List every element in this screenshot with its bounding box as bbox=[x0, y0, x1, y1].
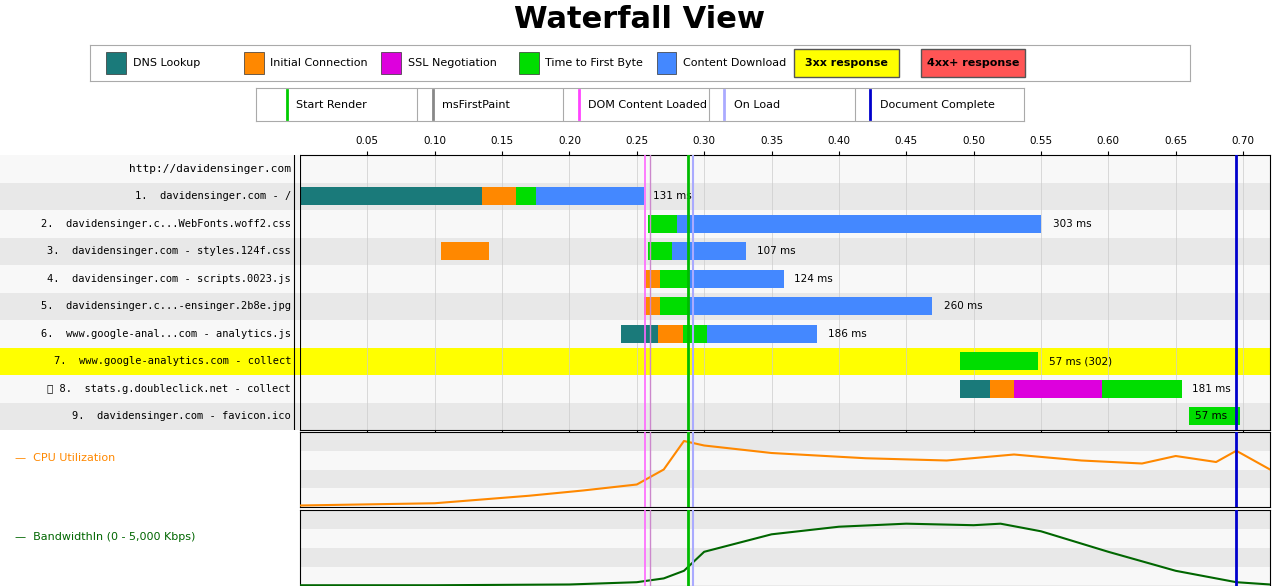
FancyBboxPatch shape bbox=[243, 52, 264, 74]
FancyBboxPatch shape bbox=[794, 49, 899, 77]
Bar bbox=[0, 182, 300, 210]
Text: DOM Content Loaded: DOM Content Loaded bbox=[588, 100, 707, 110]
Text: 3xx response: 3xx response bbox=[805, 58, 888, 68]
Text: 107 ms: 107 ms bbox=[756, 246, 795, 256]
Bar bbox=[0, 265, 300, 292]
Text: 3.  davidensinger.com - styles.124f.css: 3. davidensinger.com - styles.124f.css bbox=[47, 246, 291, 256]
FancyBboxPatch shape bbox=[920, 49, 1025, 77]
Text: 57 ms: 57 ms bbox=[1194, 411, 1226, 421]
Bar bbox=[0, 155, 300, 182]
Bar bbox=[300, 347, 1270, 375]
Bar bbox=[300, 403, 1270, 430]
Bar bbox=[300, 510, 1270, 529]
Bar bbox=[300, 155, 1270, 182]
Bar bbox=[300, 469, 1270, 488]
Bar bbox=[0, 403, 300, 430]
Bar bbox=[0, 320, 300, 347]
Bar bbox=[300, 567, 1270, 586]
Text: On Load: On Load bbox=[733, 100, 780, 110]
Text: 57 ms (302): 57 ms (302) bbox=[1050, 356, 1112, 366]
Text: 181 ms: 181 ms bbox=[1192, 384, 1230, 394]
Bar bbox=[300, 451, 1270, 469]
Bar bbox=[0, 210, 300, 237]
Bar bbox=[0, 292, 300, 320]
Text: 9.  davidensinger.com - favicon.ico: 9. davidensinger.com - favicon.ico bbox=[72, 411, 291, 421]
Text: 303 ms: 303 ms bbox=[1053, 219, 1092, 229]
Bar bbox=[300, 375, 1270, 403]
Text: —  BandwidthIn (0 - 5,000 Kbps): — BandwidthIn (0 - 5,000 Kbps) bbox=[15, 532, 196, 541]
Bar bbox=[300, 432, 1270, 451]
Text: 124 ms: 124 ms bbox=[795, 274, 833, 284]
Text: 1.  davidensinger.com - /: 1. davidensinger.com - / bbox=[134, 191, 291, 201]
Bar bbox=[300, 210, 1270, 237]
FancyBboxPatch shape bbox=[657, 52, 676, 74]
Text: 4.  davidensinger.com - scripts.0023.js: 4. davidensinger.com - scripts.0023.js bbox=[47, 274, 291, 284]
Text: 6.  www.google-anal...com - analytics.js: 6. www.google-anal...com - analytics.js bbox=[41, 329, 291, 339]
Text: 7.  www.google-analytics.com - collect: 7. www.google-analytics.com - collect bbox=[54, 356, 291, 366]
Text: 🔒 8.  stats.g.doubleclick.net - collect: 🔒 8. stats.g.doubleclick.net - collect bbox=[47, 384, 291, 394]
Text: 131 ms: 131 ms bbox=[653, 191, 691, 201]
Bar bbox=[300, 182, 1270, 210]
Bar bbox=[0, 347, 300, 375]
Text: 4xx+ response: 4xx+ response bbox=[927, 58, 1019, 68]
FancyBboxPatch shape bbox=[106, 52, 125, 74]
Text: msFirstPaint: msFirstPaint bbox=[442, 100, 509, 110]
Text: 2.  davidensinger.c...WebFonts.woff2.css: 2. davidensinger.c...WebFonts.woff2.css bbox=[41, 219, 291, 229]
Text: Time to First Byte: Time to First Byte bbox=[545, 58, 644, 68]
Text: Initial Connection: Initial Connection bbox=[270, 58, 367, 68]
Bar bbox=[300, 529, 1270, 548]
Bar bbox=[300, 265, 1270, 292]
Text: Start Render: Start Render bbox=[296, 100, 366, 110]
Text: http://davidensinger.com: http://davidensinger.com bbox=[129, 163, 291, 174]
Text: Waterfall View: Waterfall View bbox=[515, 5, 765, 33]
Bar bbox=[300, 320, 1270, 347]
Bar bbox=[300, 548, 1270, 567]
Bar bbox=[300, 488, 1270, 507]
FancyBboxPatch shape bbox=[518, 52, 539, 74]
Bar bbox=[0, 237, 300, 265]
Text: Document Complete: Document Complete bbox=[879, 100, 995, 110]
Bar bbox=[300, 237, 1270, 265]
Text: 5.  davidensinger.c...-ensinger.2b8e.jpg: 5. davidensinger.c...-ensinger.2b8e.jpg bbox=[41, 301, 291, 311]
FancyBboxPatch shape bbox=[381, 52, 401, 74]
Text: DNS Lookup: DNS Lookup bbox=[133, 58, 200, 68]
Text: 186 ms: 186 ms bbox=[828, 329, 867, 339]
Text: Content Download: Content Download bbox=[684, 58, 786, 68]
Text: —  CPU Utilization: — CPU Utilization bbox=[15, 453, 115, 464]
Bar bbox=[0, 375, 300, 403]
Text: SSL Negotiation: SSL Negotiation bbox=[408, 58, 497, 68]
Text: 260 ms: 260 ms bbox=[943, 301, 983, 311]
Bar bbox=[300, 292, 1270, 320]
